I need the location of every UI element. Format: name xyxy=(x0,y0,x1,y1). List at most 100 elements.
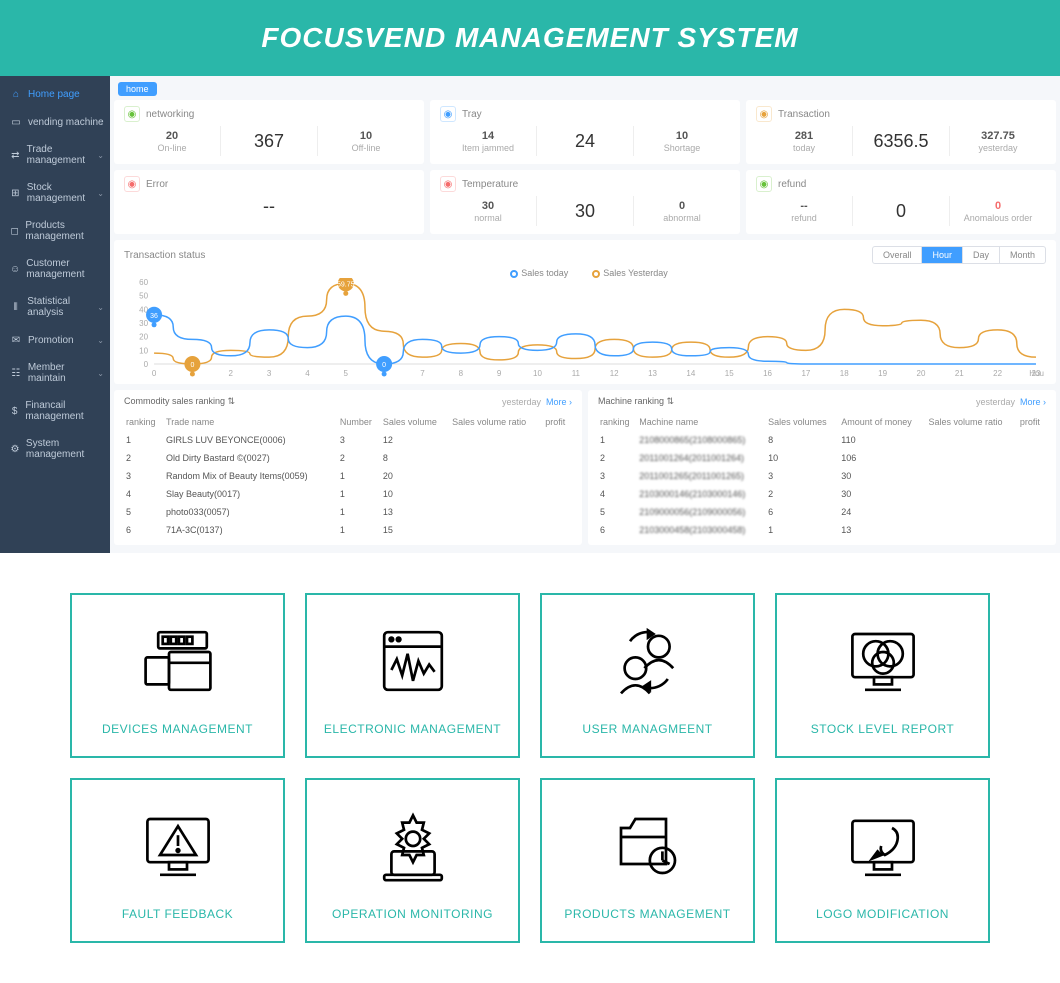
sidebar-item-4[interactable]: ◻Products management xyxy=(0,212,110,250)
chart-card: Transaction status OverallHourDayMonth S… xyxy=(114,240,1056,384)
sidebar-item-1[interactable]: ▭vending machine⌄ xyxy=(0,108,110,136)
svg-text:17: 17 xyxy=(801,369,810,378)
sidebar-label: Financail management xyxy=(25,400,104,422)
chart-area: 0102030405060012345678910111213141516171… xyxy=(124,278,1046,378)
refund-icon: ◉ xyxy=(756,176,772,192)
feature-label: FAULT FEEDBACK xyxy=(122,907,233,921)
svg-text:20: 20 xyxy=(916,369,925,378)
svg-text:5: 5 xyxy=(344,369,349,378)
breadcrumb-home[interactable]: home xyxy=(118,82,157,96)
commodity-title: Commodity sales ranking ⇅ xyxy=(124,396,235,407)
sidebar-label: Promotion xyxy=(28,335,74,346)
sidebar-item-10[interactable]: ⚙System management xyxy=(0,430,110,468)
feature-box-5[interactable]: OPERATION MONITORING xyxy=(305,778,520,943)
svg-text:13: 13 xyxy=(648,369,657,378)
svg-text:16: 16 xyxy=(763,369,772,378)
machine-ranking: Machine ranking ⇅ yesterday More › ranki… xyxy=(588,390,1056,545)
svg-text:7: 7 xyxy=(420,369,425,378)
sidebar-item-7[interactable]: ✉Promotion⌄ xyxy=(0,326,110,354)
svg-text:14: 14 xyxy=(686,369,695,378)
tab-hour[interactable]: Hour xyxy=(921,247,962,263)
feature-box-7[interactable]: LOGO MODIFICATION xyxy=(775,778,990,943)
table-row: 2Old Dirty Bastard ©(0027)28 xyxy=(124,449,572,467)
feature-label: PRODUCTS MANAGEMENT xyxy=(564,907,730,921)
card-title: networking xyxy=(146,109,194,120)
card-error: ◉Error-- xyxy=(114,170,424,234)
card-tray: ◉Tray14Item jammed2410Shortage xyxy=(430,100,740,164)
sidebar-label: Stock management xyxy=(27,182,104,204)
table-row: 5photo033(0057)113 xyxy=(124,503,572,521)
transaction-icon: ◉ xyxy=(756,106,772,122)
chart-title: Transaction status xyxy=(124,250,205,261)
feature-box-4[interactable]: FAULT FEEDBACK xyxy=(70,778,285,943)
main-area: home ◉networking20On-line36710Off-line◉T… xyxy=(110,76,1060,553)
tab-day[interactable]: Day xyxy=(962,247,999,263)
svg-text:10: 10 xyxy=(533,369,542,378)
feature-box-2[interactable]: USER MANAGMEENT xyxy=(540,593,755,758)
feature-box-6[interactable]: PRODUCTS MANAGEMENT xyxy=(540,778,755,943)
machine-title: Machine ranking ⇅ xyxy=(598,396,674,407)
stat-cards: ◉networking20On-line36710Off-line◉Tray14… xyxy=(114,100,1056,234)
card-temperature: ◉Temperature30normal300abnormal xyxy=(430,170,740,234)
col-header: Sales volume ratio xyxy=(450,413,543,431)
svg-text:50: 50 xyxy=(139,292,148,301)
svg-text:9: 9 xyxy=(497,369,502,378)
feature-box-0[interactable]: DEVICES MANAGEMENT xyxy=(70,593,285,758)
col-header: Sales volume ratio xyxy=(927,413,1018,431)
svg-text:8: 8 xyxy=(459,369,464,378)
feature-label: LOGO MODIFICATION xyxy=(816,907,949,921)
col-header: Amount of money xyxy=(839,413,926,431)
sidebar-icon: ☺ xyxy=(10,263,20,275)
chart-tabs: OverallHourDayMonth xyxy=(872,246,1046,264)
svg-text:60: 60 xyxy=(139,278,148,287)
svg-text:10: 10 xyxy=(139,346,148,355)
svg-text:0: 0 xyxy=(144,360,149,369)
col-header: Number xyxy=(338,413,381,431)
svg-text:36: 36 xyxy=(150,313,158,320)
table-row: 22011001264(2011001264)10106 xyxy=(598,449,1046,467)
svg-text:0: 0 xyxy=(190,362,194,369)
chevron-down-icon: ⌄ xyxy=(97,336,104,345)
sidebar-label: Customer management xyxy=(26,258,104,280)
sidebar-label: System management xyxy=(26,438,104,460)
col-header: Sales volume xyxy=(381,413,450,431)
commodity-table: rankingTrade nameNumberSales volumeSales… xyxy=(124,413,572,539)
chart-legend: Sales todaySales Yesterday xyxy=(124,268,1046,278)
svg-text:22: 22 xyxy=(993,369,1002,378)
feature-grid: DEVICES MANAGEMENTELECTRONIC MANAGEMENT U… xyxy=(0,553,1060,983)
tab-month[interactable]: Month xyxy=(999,247,1045,263)
commodity-more-link[interactable]: More › xyxy=(546,397,572,407)
machine-more-link[interactable]: More › xyxy=(1020,397,1046,407)
col-header: ranking xyxy=(598,413,637,431)
table-row: 42103000146(2103000146)230 xyxy=(598,485,1046,503)
card-title: Tray xyxy=(462,109,482,120)
sidebar-label: Statistical analysis xyxy=(27,296,104,318)
sidebar-item-0[interactable]: ⌂Home page xyxy=(0,80,110,108)
svg-text:20: 20 xyxy=(139,333,148,342)
svg-text:0: 0 xyxy=(152,369,157,378)
sidebar-item-5[interactable]: ☺ Customer management xyxy=(0,250,110,288)
banner-title: FOCUSVEND MANAGEMENT SYSTEM xyxy=(0,0,1060,76)
feature-label: USER MANAGMEENT xyxy=(582,722,712,736)
sidebar-item-9[interactable]: $Financail management xyxy=(0,392,110,430)
sidebar-item-3[interactable]: ⊞Stock management⌄ xyxy=(0,174,110,212)
col-header: Machine name xyxy=(637,413,766,431)
card-title: Transaction xyxy=(778,109,830,120)
feature-box-1[interactable]: ELECTRONIC MANAGEMENT xyxy=(305,593,520,758)
chevron-down-icon: ⌄ xyxy=(97,118,104,127)
sidebar-label: Home page xyxy=(28,89,80,100)
sidebar-item-2[interactable]: ⇄Trade management⌄ xyxy=(0,136,110,174)
error-icon: ◉ xyxy=(124,176,140,192)
ranking-grid: Commodity sales ranking ⇅ yesterday More… xyxy=(114,390,1056,545)
sidebar-item-8[interactable]: ☷Member maintain⌄ xyxy=(0,354,110,392)
table-row: 32011001265(2011001265)330 xyxy=(598,467,1046,485)
svg-text:12: 12 xyxy=(610,369,619,378)
legend-item: Sales Yesterday xyxy=(584,268,668,278)
svg-text:3: 3 xyxy=(267,369,272,378)
feature-label: OPERATION MONITORING xyxy=(332,907,493,921)
card-refund: ◉refund--refund00Anomalous order xyxy=(746,170,1056,234)
tab-overall[interactable]: Overall xyxy=(873,247,922,263)
feature-box-3[interactable]: STOCK LEVEL REPORT xyxy=(775,593,990,758)
commodity-yesterday: yesterday xyxy=(502,397,541,407)
sidebar-item-6[interactable]: ⫴Statistical analysis⌄ xyxy=(0,288,110,326)
